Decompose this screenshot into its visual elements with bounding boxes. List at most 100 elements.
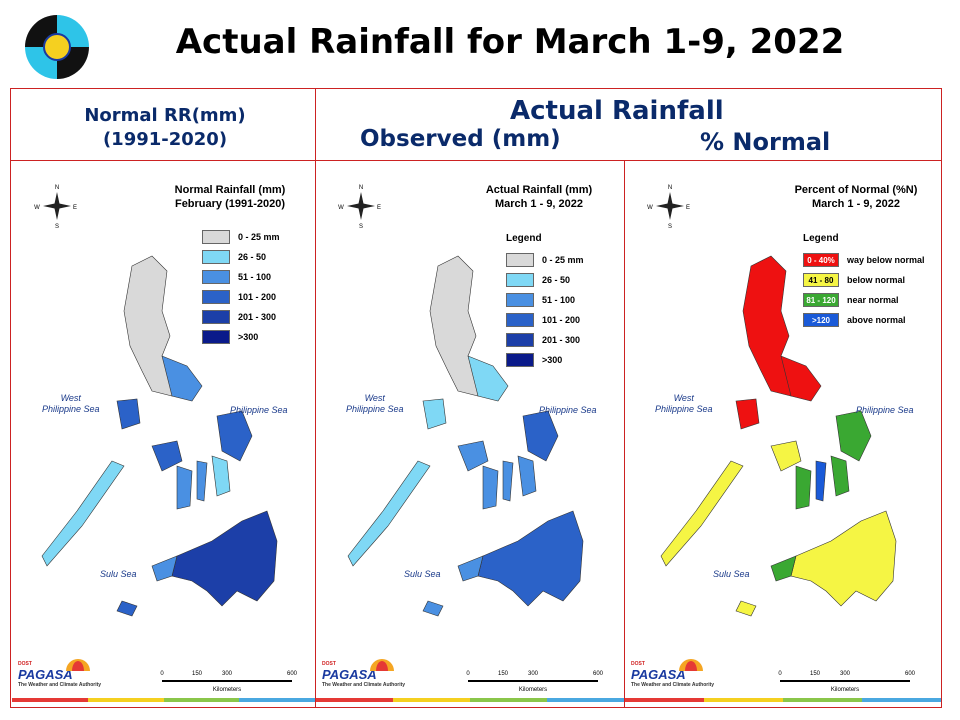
scale-tick-label: 600 [287,671,298,677]
branding-color-bar [316,698,624,702]
branding-name: PAGASA [322,667,377,682]
legend-row: 201 - 300 [202,307,280,327]
sea-label-west-line2: Philippine Sea [42,404,100,414]
legend-label: 201 - 300 [542,335,581,345]
island-mindoro [116,398,141,430]
legend-label: 26 - 50 [542,275,571,285]
legend-label: 51 - 100 [542,295,576,305]
legend-swatch [202,310,230,324]
legend-swatch [202,250,230,264]
map-title: Actual Rainfall (mm) March 1 - 9, 2022 [464,183,614,211]
umbrella-icon [370,659,394,671]
island-luzon-east [161,355,203,402]
scale-bar: 0 150 300 600 Kilometers [466,671,603,693]
percent-normal-map-panel: N S E W 0 150 300 600 Kilometers Percent of Norma… [625,161,941,706]
map-legend: Legend 0 - 25 mm 26 - 50 51 - 100 101 - 200 2… [506,233,584,370]
island-sulu [422,600,444,617]
sea-label-west-line2: Philippine Sea [346,404,404,414]
compass-n-label: N [359,185,363,191]
sea-label-sulu-sea: Sulu Sea [404,569,441,579]
legend-row: 101 - 200 [202,287,280,307]
branding-top: DOST [631,661,645,667]
sea-label-sulu-sea: Sulu Sea [100,569,137,579]
branding-top: DOST [322,661,336,667]
scale-bar: 0 150 300 600 Kilometers [778,671,915,693]
island-zamboanga [151,555,178,582]
legend-label: 101 - 200 [542,315,581,325]
sea-label-philippine-sea: Philippine Sea [230,405,288,415]
actual-header: Actual Rainfall [510,96,724,126]
island-luzon-east [780,355,822,402]
island-sulu [735,600,757,617]
scale-unit-label: Kilometers [519,687,547,693]
sea-label-west: West Philippine Sea [655,393,713,415]
map-legend: Legend 0 - 40% way below normal 41 - 80 belo… [803,233,925,330]
maps-frame [10,88,942,708]
legend-row: 81 - 120 near normal [803,290,925,310]
color-bar-segment [783,698,862,702]
island-samar [522,410,559,462]
color-bar-segment [704,698,783,702]
scale-tick-label: 150 [498,671,509,677]
legend-swatch [202,290,230,304]
compass-rose-icon: N S E W [647,185,690,230]
island-palawan [41,460,125,567]
sea-label-west-line1: West [673,393,694,403]
column-divider-1 [315,88,316,708]
island-samar [835,410,872,462]
legend-swatch [506,253,534,267]
compass-n-label: N [55,185,59,191]
compass-e-label: E [686,205,690,211]
map-title-line1: Actual Rainfall (mm) [485,184,593,196]
umbrella-icon [66,659,90,671]
island-palawan [347,460,431,567]
legend-row: 0 - 25 mm [202,227,280,247]
legend-label: near normal [847,295,899,305]
map-title-line2: March 1 - 9, 2022 [494,198,584,210]
map-title-line2: February (1991-2020) [174,198,286,210]
branding-name: PAGASA [18,667,73,682]
legend-label: 201 - 300 [238,312,277,322]
normal-header-line1: Normal RR(mm) [84,105,246,126]
color-bar-segment [862,698,941,702]
compass-s-label: S [359,224,363,230]
legend-label: 0 - 25 mm [542,255,584,265]
island-cebu-bohol [196,460,208,502]
sea-label-west-line2: Philippine Sea [655,404,713,414]
legend-label: way below normal [847,255,925,265]
island-leyte [830,455,850,497]
branding-name: PAGASA [631,667,686,682]
scale-tick-label: 600 [593,671,604,677]
island-zamboanga [457,555,484,582]
legend-label: >300 [238,332,259,342]
map-svg: N S E W 0 150 300 600 Kilometers [34,185,298,693]
normal-header: Normal RR(mm) (1991-2020) [20,104,310,152]
sea-label-west-line1: West [60,393,81,403]
scale-tick-label: 150 [192,671,203,677]
branding-color-bar [625,698,941,702]
legend-swatch: 81 - 120 [803,293,839,307]
legend-row: 0 - 25 mm [506,250,584,270]
legend-swatch: 41 - 80 [803,273,839,287]
legend-swatch [202,230,230,244]
legend-row: >300 [202,327,280,347]
legend-swatch: >120 [803,313,839,327]
island-mindoro [422,398,447,430]
actual-rainfall-map-panel: N S E W 0 150 300 600 Kilometers Actual Rainfall … [316,161,624,706]
legend-row: >300 [506,350,584,370]
branding-top: DOST [18,661,32,667]
color-bar-segment [547,698,624,702]
compass-n-label: N [668,185,672,191]
legend-row: 26 - 50 [202,247,280,267]
legend-row: >120 above normal [803,310,925,330]
legend-swatch [506,333,534,347]
pagasa-branding: DOST PAGASA The Weather and Climate Author… [18,661,101,688]
pagasa-branding: DOST PAGASA The Weather and Climate Author… [631,661,714,688]
page-title: Actual Rainfall for March 1-9, 2022 [175,22,845,62]
scale-tick-label: 600 [905,671,916,677]
island-cebu-bohol [502,460,514,502]
island-mindanao [790,510,897,607]
scale-tick-label: 0 [160,671,164,677]
legend-row: 26 - 50 [506,270,584,290]
legend-swatch [506,313,534,327]
